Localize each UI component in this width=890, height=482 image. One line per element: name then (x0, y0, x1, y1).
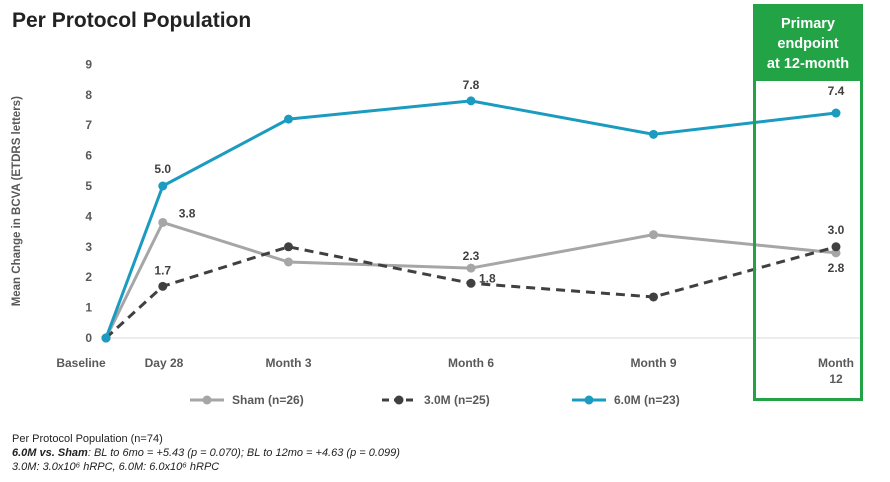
data-point-sham (158, 217, 168, 227)
data-point-m3 (649, 292, 658, 302)
y-tick-label: 2 (85, 270, 92, 284)
endpoint-line-3: at 12-month (766, 56, 850, 72)
y-axis-label: Mean Change in BCVA (ETDRS letters) (11, 96, 23, 306)
legend-marker-m3 (394, 395, 404, 405)
data-point-m6 (284, 114, 293, 124)
primary-endpoint-header: Primary endpoint at 12-month (756, 7, 860, 81)
series-line-m3 (104, 245, 837, 340)
data-point-m3 (466, 278, 476, 288)
x-tick-label: Month 12 (818, 356, 854, 386)
data-point-sham (466, 263, 476, 273)
data-label-m3: 1.8 (479, 271, 496, 285)
y-tick-label: 5 (85, 179, 92, 193)
legend-marker-sham (202, 395, 212, 405)
legend-label-m6: 6.0M (n=23) (614, 393, 680, 407)
data-label-sham: 2.3 (463, 249, 480, 263)
footnote-line-2: 6.0M vs. Sham: BL to 6mo = +5.43 (p = 0.… (12, 446, 400, 460)
legend-label-m3: 3.0M (n=25) (424, 393, 490, 407)
primary-endpoint-box: Primary endpoint at 12-month (753, 4, 863, 401)
y-tick-label: 8 (85, 88, 92, 102)
footnotes: Per Protocol Population (n=74) 6.0M vs. … (12, 432, 400, 474)
chart-title: Per Protocol Population (12, 9, 252, 32)
data-point-m6 (831, 108, 841, 118)
data-label-m3: 3.0 (828, 223, 845, 237)
data-point-m3 (284, 242, 293, 252)
y-tick-label: 3 (85, 240, 92, 254)
footnote-line-3: 3.0M: 3.0x10⁶ hRPC, 6.0M: 6.0x10⁶ hRPC (12, 461, 220, 473)
x-tick-label: Day 28 (145, 356, 184, 370)
x-tick-label: Month 3 (266, 356, 312, 370)
data-label-m6: 7.8 (463, 78, 480, 92)
legend-marker-m6 (584, 395, 594, 405)
y-tick-label: 4 (85, 209, 92, 223)
footnote-line-2-bold: 6.0M vs. Sham (12, 447, 88, 459)
line-chart: 0 1 2 3 4 5 6 7 8 9 Mean Change in BCVA (ETDRS let… (11, 57, 860, 407)
data-point-m6 (158, 181, 168, 191)
footnote-line-2-rest: : BL to 6mo = +5.43 (p = 0.070); BL to 1… (87, 447, 400, 459)
y-tick-label: 6 (85, 149, 92, 163)
data-point-sham (649, 230, 658, 240)
data-point-m3 (831, 242, 841, 252)
data-label-m6: 5.0 (154, 162, 171, 176)
data-label-m3: 1.7 (154, 263, 171, 277)
data-point-m6 (101, 333, 111, 343)
footnote-line-1: Per Protocol Population (n=74) (12, 433, 163, 445)
x-tick-label: Month 6 (448, 356, 494, 370)
y-tick-label: 1 (85, 301, 92, 315)
y-tick-label: 7 (85, 118, 92, 132)
data-point-sham (284, 257, 293, 267)
endpoint-line-2: endpoint (777, 36, 839, 52)
x-tick-label: Baseline (56, 356, 106, 370)
x-tick-label: Month 9 (631, 356, 677, 370)
y-tick-label: 9 (85, 57, 92, 71)
data-point-m6 (649, 129, 658, 139)
y-tick-label: 0 (85, 331, 92, 345)
data-point-m3 (158, 281, 168, 291)
series-line-m6 (104, 99, 837, 339)
data-label-sham: 2.8 (828, 261, 845, 275)
endpoint-line-1: Primary (780, 16, 835, 32)
data-label-sham: 3.8 (179, 206, 196, 220)
data-point-m6 (466, 96, 476, 106)
data-label-m6: 7.4 (828, 84, 845, 98)
legend-label-sham: Sham (n=26) (232, 393, 304, 407)
